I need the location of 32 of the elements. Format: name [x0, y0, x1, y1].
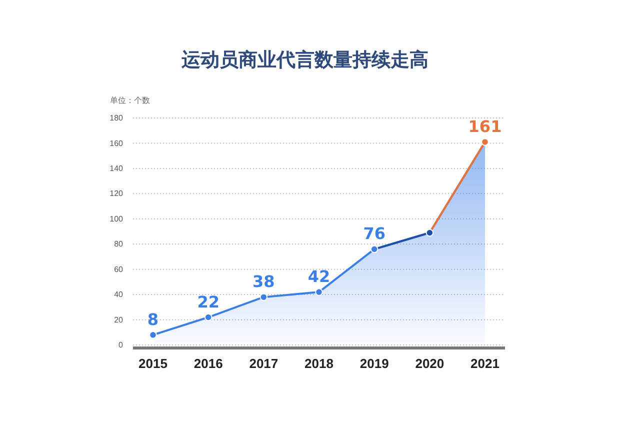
data-label: 38: [252, 272, 275, 292]
y-tick-label: 120: [110, 189, 124, 198]
y-tick-label: 60: [114, 264, 124, 274]
y-tick-label: 20: [114, 315, 124, 324]
x-tick-label: 2017: [249, 356, 278, 371]
x-tick-label: 2016: [194, 356, 223, 371]
data-label: 8: [147, 310, 159, 329]
x-tick-label: 2020: [415, 356, 444, 371]
data-label: 22: [197, 292, 220, 312]
data-label: 76: [363, 224, 386, 244]
x-tick-label: 2015: [138, 356, 168, 371]
point: [149, 331, 157, 339]
x-tick-label: 2019: [360, 356, 389, 371]
y-tick-label: 40: [114, 290, 124, 300]
point: [481, 138, 489, 146]
x-tick-label: 2021: [470, 356, 500, 371]
y-tick-label: 80: [114, 240, 124, 249]
y-tick-label: 180: [110, 114, 124, 123]
x-tick-label: 2018: [304, 356, 334, 371]
y-tick-label: 0: [118, 340, 124, 350]
y-tick-label: 100: [110, 214, 124, 224]
point: [260, 293, 268, 301]
point: [426, 228, 434, 237]
data-label: 42: [308, 267, 330, 286]
y-axis-title: 单位：个数: [110, 96, 150, 105]
point: [315, 288, 323, 296]
y-tick-label: 160: [110, 138, 124, 148]
data-label: 161: [468, 116, 502, 136]
point: [204, 313, 212, 322]
chart-title: 运动员商业代言数量持续走高: [180, 49, 428, 71]
point: [370, 245, 378, 254]
y-tick-label: 140: [110, 164, 124, 174]
